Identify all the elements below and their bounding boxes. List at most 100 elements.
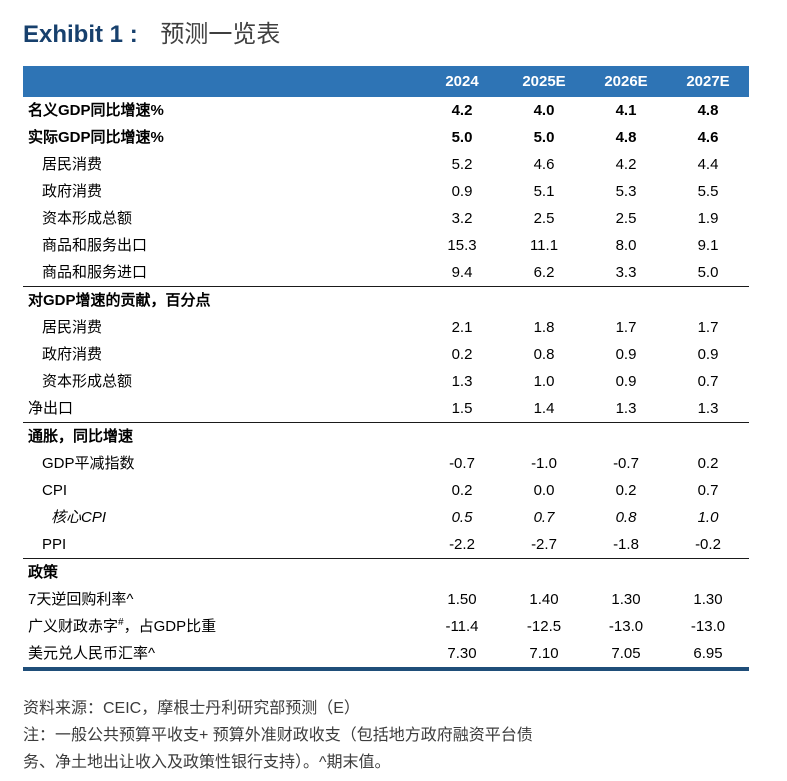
header-cell-2024: 2024	[421, 66, 503, 97]
table-row: 资本形成总额 1.3 1.0 0.9 0.7	[23, 368, 749, 395]
row-label: 商品和服务进口	[42, 264, 148, 281]
table-row: 居民消费 2.1 1.8 1.7 1.7	[23, 314, 749, 341]
cell-value: 7.05	[611, 645, 641, 662]
table-row: 净出口 1.5 1.4 1.3 1.3	[23, 395, 749, 423]
row-label: 对GDP增速的贡献，百分点	[23, 286, 421, 314]
cell-value: 1.8	[533, 319, 555, 336]
row-label: PPI	[42, 536, 67, 553]
cell-value: 5.0	[533, 129, 555, 146]
cell-value: 1.30	[693, 591, 723, 608]
row-label: CPI	[42, 482, 68, 499]
cell-value: 0.7	[697, 482, 719, 499]
cell-value: -0.7	[449, 455, 475, 472]
cell-value: 9.1	[697, 237, 719, 254]
table-row: 实际GDP同比增速% 5.0 5.0 4.8 4.6	[23, 124, 749, 151]
cell-value: 3.2	[451, 210, 473, 227]
cell-value: 0.9	[615, 373, 637, 390]
cell-value: 1.3	[451, 373, 473, 390]
cell-value: 0.7	[533, 509, 555, 526]
cell-value: 3.3	[615, 264, 637, 281]
cell-value: -2.7	[531, 536, 557, 553]
cell-value: -0.7	[613, 455, 639, 472]
table-row: PPI -2.2 -2.7 -1.8 -0.2	[23, 531, 749, 559]
cell-value: 4.1	[615, 102, 637, 119]
cell-value: 7.10	[529, 645, 559, 662]
cell-value	[421, 558, 503, 586]
cell-value: -1.8	[613, 536, 639, 553]
cell-value	[667, 422, 749, 450]
row-label: 实际GDP同比增速%	[28, 129, 164, 146]
forecast-table: 2024 2025E 2026E 2027E 名义GDP同比增速% 4.2 4.0 4…	[23, 66, 749, 671]
cell-value: 1.50	[447, 591, 477, 608]
note-line-1: 注：一般公共预算平收支+ 预算外准财政收支（包括地方政府融资平台债	[23, 727, 533, 744]
row-label: 核心CPI	[51, 509, 107, 526]
cell-value: 0.9	[451, 183, 473, 200]
cell-value: 1.3	[615, 400, 637, 417]
cell-value: 6.95	[693, 645, 723, 662]
row-label: 政府消费	[42, 346, 103, 363]
cell-value: 4.6	[533, 156, 555, 173]
cell-value: 2.5	[615, 210, 637, 227]
cell-value: -1.0	[531, 455, 557, 472]
row-label: 资本形成总额	[42, 373, 133, 390]
footnote-marker: #	[118, 617, 124, 628]
exhibit-name: 预测一览表	[160, 21, 281, 48]
cell-value: 1.3	[697, 400, 719, 417]
table-row: 政府消费 0.9 5.1 5.3 5.5	[23, 178, 749, 205]
cell-value: 5.5	[697, 183, 719, 200]
footnotes: 资料来源：CEIC，摩根士丹利研究部预测（E） 注：一般公共预算平收支+ 预算外…	[23, 695, 763, 776]
cell-value: -11.4	[445, 618, 479, 635]
table-row: 对GDP增速的贡献，百分点	[23, 286, 749, 314]
row-label: 美元兑人民币汇率^	[28, 645, 156, 662]
row-label: 政策	[23, 558, 421, 586]
row-label: 名义GDP同比增速%	[28, 102, 164, 119]
cell-value: 1.30	[611, 591, 641, 608]
cell-value	[585, 558, 667, 586]
table-body: 名义GDP同比增速% 4.2 4.0 4.1 4.8 实际GDP同比增速% 5.0 5.0 4.…	[23, 97, 749, 669]
header-cell-2026e: 2026E	[585, 66, 667, 97]
table-row: 政府消费 0.2 0.8 0.9 0.9	[23, 341, 749, 368]
cell-value: 11.1	[529, 237, 559, 254]
cell-value: 0.9	[697, 346, 719, 363]
row-label: 居民消费	[42, 319, 103, 336]
cell-value	[503, 286, 585, 314]
cell-value: 0.5	[451, 509, 473, 526]
cell-value: 1.9	[697, 210, 719, 227]
row-label: 商品和服务出口	[42, 237, 148, 254]
row-label: 7天逆回购利率^	[28, 591, 134, 608]
row-label: 净出口	[28, 400, 74, 417]
cell-value: -13.0	[608, 618, 644, 635]
cell-value: 4.4	[697, 156, 719, 173]
cell-value: 4.2	[451, 102, 473, 119]
cell-value: 1.40	[529, 591, 559, 608]
row-label: 广义财政赤字#，占GDP比重	[23, 613, 421, 640]
cell-value: 4.0	[533, 102, 555, 119]
header-cell-2027e: 2027E	[667, 66, 749, 97]
cell-value: 1.7	[697, 319, 719, 336]
cell-value	[585, 422, 667, 450]
cell-value: -0.2	[695, 536, 721, 553]
row-label: 居民消费	[42, 156, 103, 173]
cell-value: 7.30	[447, 645, 477, 662]
header-cell-2025e: 2025E	[503, 66, 585, 97]
note-line-2: 务、净土地出让收入及政策性银行支持）。^期末值。	[23, 754, 391, 771]
row-label-text: 广义财政赤字	[28, 618, 119, 635]
cell-value: 9.4	[451, 264, 473, 281]
cell-value	[421, 422, 503, 450]
cell-value	[503, 422, 585, 450]
cell-value: 1.0	[697, 509, 719, 526]
cell-value: 1.5	[451, 400, 473, 417]
cell-value: 5.1	[533, 183, 555, 200]
cell-value: 0.2	[451, 482, 473, 499]
row-label-text: ，占GDP比重	[123, 618, 217, 635]
cell-value: 1.7	[615, 319, 637, 336]
cell-value: 5.0	[451, 129, 473, 146]
cell-value: 0.8	[533, 346, 555, 363]
cell-value: 1.0	[533, 373, 555, 390]
cell-value: 0.0	[533, 482, 555, 499]
table-row: GDP平减指数 -0.7 -1.0 -0.7 0.2	[23, 450, 749, 477]
cell-value: 1.4	[533, 400, 555, 417]
table-row: 名义GDP同比增速% 4.2 4.0 4.1 4.8	[23, 97, 749, 124]
exhibit-title: Exhibit 1 : 预测一览表	[23, 14, 763, 49]
